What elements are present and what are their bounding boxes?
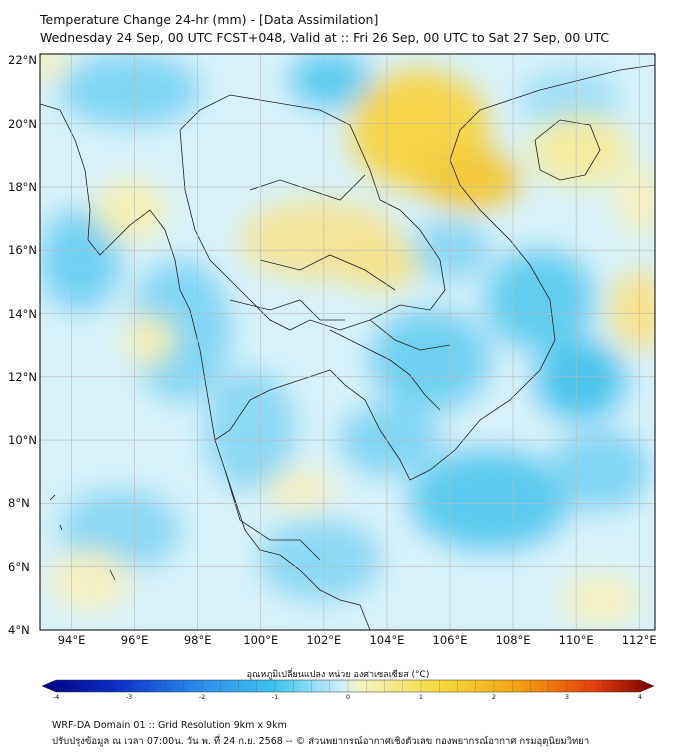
graticule [40,54,655,630]
colorbar-tick-label: 0 [345,693,351,701]
lat-label: 10°N [8,433,37,448]
lat-label: 14°N [8,306,37,321]
map-frame [39,53,656,631]
lon-label: 112°E [621,633,657,647]
colorbar-label: อุณหภูมิเปลี่ยนแปลง หน่วย องศาเซลเซียส (… [246,670,430,680]
chart-subtitle: Wednesday 24 Sep, 00 UTC FCST+048, Valid… [40,30,610,45]
colorbar-tick-label: -1 [271,693,279,701]
coastlines-borders [40,64,655,630]
colorbar-tick-label: 1 [418,693,424,701]
lon-label: 104°E [369,633,405,647]
lat-label: 4°N [8,623,30,637]
lat-label: 12°N [8,369,37,384]
lon-label: 94°E [57,633,86,647]
lat-label: 16°N [8,243,37,258]
colorbar-ramp [41,679,655,693]
lat-label: 22°N [8,53,37,68]
lat-label: 6°N [8,559,30,574]
lon-label: 100°E [243,633,279,647]
lon-label: 98°E [183,633,212,647]
chart-title: Temperature Change 24-hr (mm) - [Data As… [40,12,379,27]
temperature-field [40,54,655,630]
lat-label: 18°N [8,179,37,194]
lon-label: 102°E [306,633,342,647]
lon-label: 96°E [120,633,149,647]
colorbar [41,679,655,693]
colorbar-tick-label: 2 [491,693,497,701]
colorbar-tick-label: -2 [198,693,206,701]
colorbar-tick-label: 3 [564,693,570,701]
lat-label: 8°N [8,496,30,511]
footer-model-info: WRF-DA Domain 01 :: Grid Resolution 9km … [52,720,287,731]
lat-label: 20°N [8,116,37,131]
lon-label: 108°E [495,633,531,647]
lon-label: 110°E [558,633,594,647]
colorbar-tick-label: 4 [637,693,643,701]
lon-label: 106°E [432,633,468,647]
colorbar-tick-label: -4 [52,693,60,701]
footer-credit: ปรับปรุงข้อมูล ณ เวลา 07:00น. วัน พ. ที่… [52,736,590,747]
colorbar-tick-label: -3 [125,693,133,701]
